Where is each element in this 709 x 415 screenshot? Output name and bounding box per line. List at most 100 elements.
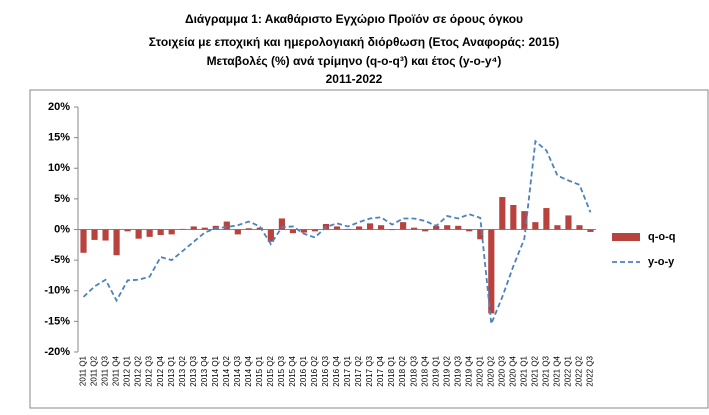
bar [234,229,241,235]
bar [554,225,561,230]
bar [422,229,429,232]
x-tick-label: 2017 Q1 [343,355,352,386]
x-tick-label: 2012 Q3 [145,355,154,386]
bar [102,229,109,241]
bar [278,218,285,230]
x-tick-label: 2019 Q3 [453,355,462,386]
bar [223,221,230,230]
y-tick-label: -10% [44,285,70,297]
x-tick-label: 2012 Q4 [156,355,165,386]
x-tick-label: 2011 Q3 [101,355,110,386]
bar [366,223,374,230]
chart-frame [29,89,709,409]
y-tick-label: 5% [54,193,70,205]
bar [333,226,341,230]
bar [157,229,164,236]
bar [587,229,594,232]
bar [190,226,197,230]
x-tick-label: 2015 Q1 [255,355,264,386]
bar [455,225,462,230]
bar [499,197,506,230]
x-tick-label: 2018 Q1 [387,355,396,386]
x-tick-label: 2021 Q3 [542,355,551,386]
x-tick-label: 2014 Q1 [211,355,220,386]
x-tick-label: 2015 Q4 [288,355,297,386]
x-tick-label: 2019 Q2 [442,355,451,386]
bar [543,208,550,230]
bar [355,226,363,230]
x-tick-label: 2016 Q4 [332,355,341,386]
bar [168,229,175,235]
bar [201,227,208,230]
x-tick-label: 2022 Q3 [586,355,595,386]
bar [311,229,319,232]
x-tick-label: 2018 Q2 [398,355,407,386]
bar [377,225,385,230]
legend-label: y-o-y [648,256,675,268]
legend-swatch [612,233,640,241]
bar [466,229,473,232]
bar [488,229,495,314]
x-tick-label: 2014 Q4 [244,355,253,386]
x-tick-label: 2015 Q2 [266,355,275,386]
x-tick-label: 2016 Q2 [310,355,319,386]
bar [256,227,263,230]
y-tick-label: 0% [54,223,70,235]
x-tick-label: 2016 Q3 [321,355,330,386]
x-tick-label: 2018 Q3 [409,355,418,386]
bar [576,225,583,230]
x-tick-label: 2020 Q2 [486,355,495,386]
bar [521,211,528,230]
y-tick-label: -15% [44,315,70,327]
x-tick-label: 2017 Q2 [354,355,363,386]
x-tick-label: 2011 Q1 [79,355,88,386]
chart-title: Διάγραμμα 1: Ακαθάριστο Εγχώριο Προϊόν σ… [185,12,523,26]
x-tick-label: 2013 Q1 [167,355,176,386]
bar [344,228,352,230]
bar [91,229,98,240]
bar [411,227,418,230]
bar [433,225,440,230]
bar [289,229,297,234]
x-tick-label: 2012 Q2 [134,355,143,386]
x-tick-label: 2020 Q4 [508,355,517,386]
x-tick-label: 2015 Q3 [277,355,286,386]
bar [80,229,87,253]
x-tick-label: 2019 Q1 [431,355,440,386]
chart-subtitle: 2011-2022 [326,72,383,86]
bar [565,215,572,230]
bar [444,225,451,230]
bar [113,229,120,256]
x-tick-label: 2013 Q4 [200,355,209,386]
x-tick-label: 2018 Q4 [420,355,429,386]
bar [532,222,539,230]
x-tick-label: 2017 Q3 [365,355,374,386]
bar [124,229,131,232]
x-tick-label: 2012 Q1 [123,355,132,386]
bar [300,229,308,233]
x-tick-label: 2021 Q2 [530,355,539,386]
legend-label: q-o-q [648,231,675,243]
chart-subtitle: Στοιχεία με εποχική και ημερολογιακή διό… [149,35,559,49]
y-tick-label: 20% [48,101,70,113]
y-tick-label: -5% [50,254,70,266]
x-tick-label: 2016 Q1 [299,355,308,386]
bar [389,229,396,231]
bar [179,228,186,230]
x-tick-label: 2021 Q1 [519,355,528,386]
x-tick-label: 2020 Q1 [475,355,484,386]
x-tick-label: 2022 Q2 [575,355,584,386]
x-tick-label: 2014 Q3 [233,355,242,386]
y-tick-label: 15% [48,132,70,144]
bar [245,228,252,230]
bar [510,205,517,230]
bar [135,229,142,239]
x-tick-label: 2022 Q1 [564,355,573,386]
chart-subtitle: Μεταβολές (%) ανά τρίμηνο (q-o-q³) και έ… [207,54,502,68]
x-tick-label: 2014 Q2 [222,355,231,386]
x-tick-label: 2013 Q2 [178,355,187,386]
x-tick-label: 2021 Q4 [553,355,562,386]
x-tick-label: 2019 Q4 [464,355,473,386]
x-tick-label: 2013 Q3 [189,355,198,386]
